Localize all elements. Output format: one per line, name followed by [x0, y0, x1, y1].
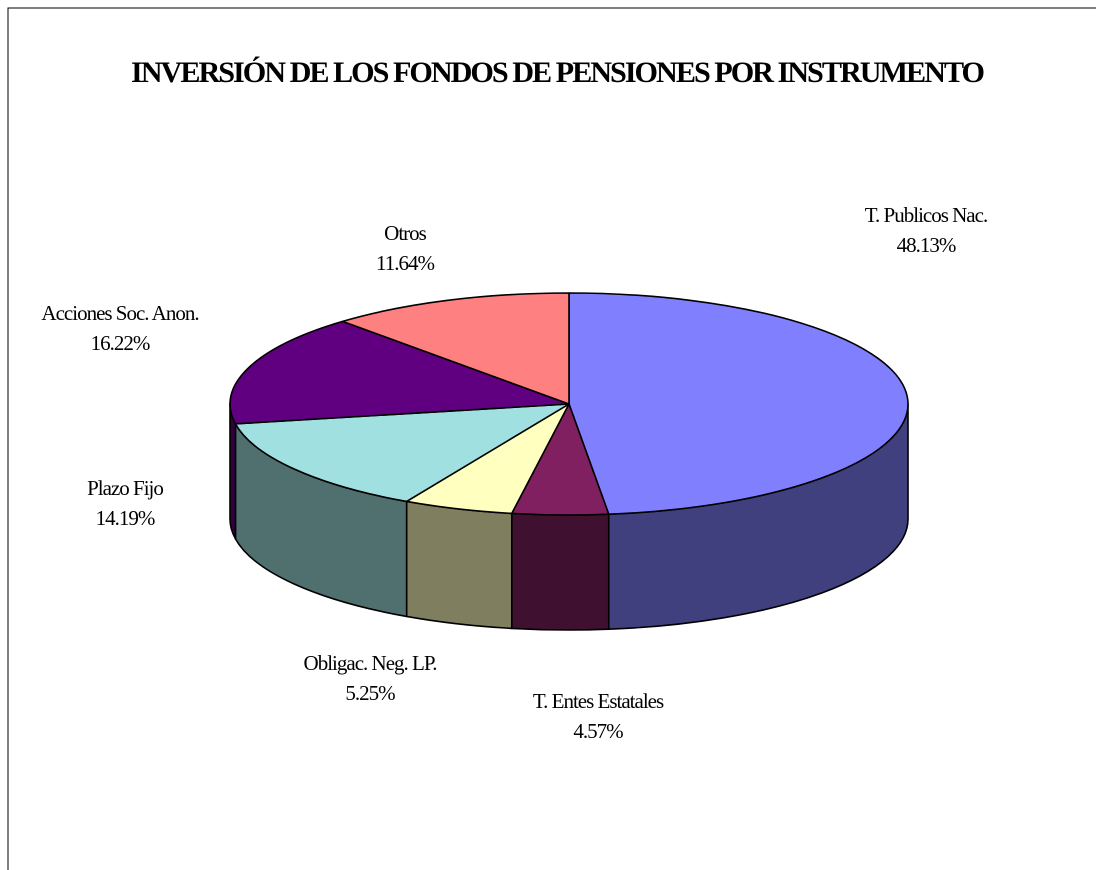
slice-value-label: 11.64%: [376, 251, 434, 275]
slice-label: Acciones Soc. Anon.: [41, 301, 198, 325]
slice-label: Obligac. Neg. LP.: [304, 651, 437, 675]
slice-value-label: 14.19%: [96, 506, 155, 530]
pie-slice-side: [510, 512, 610, 631]
pie-slice-side: [229, 403, 237, 540]
chart-title: INVERSIÓN DE LOS FONDOS DE PENSIONES POR…: [131, 56, 984, 89]
chart-border: [7, 7, 1096, 870]
slice-label: Plazo Fijo: [87, 476, 163, 500]
pie-slice: [341, 292, 570, 405]
pie-slice: [568, 292, 909, 516]
slice-value-label: 5.25%: [345, 681, 395, 705]
pie-slice: [229, 320, 570, 425]
slice-value-label: 16.22%: [91, 331, 150, 355]
slice-label: Otros: [384, 221, 426, 245]
pie-slice: [234, 403, 570, 503]
labels: T. Publicos Nac. 48.13% T. Entes Estatales…: [41, 203, 988, 743]
slice-value-label: 4.57%: [573, 719, 623, 743]
pie: [229, 292, 909, 631]
pie-slice-side: [405, 500, 513, 630]
slice-label: T. Entes Estatales: [533, 689, 664, 713]
slice-label: T. Publicos Nac.: [865, 203, 987, 227]
slice-value-label: 48.13%: [897, 233, 956, 257]
